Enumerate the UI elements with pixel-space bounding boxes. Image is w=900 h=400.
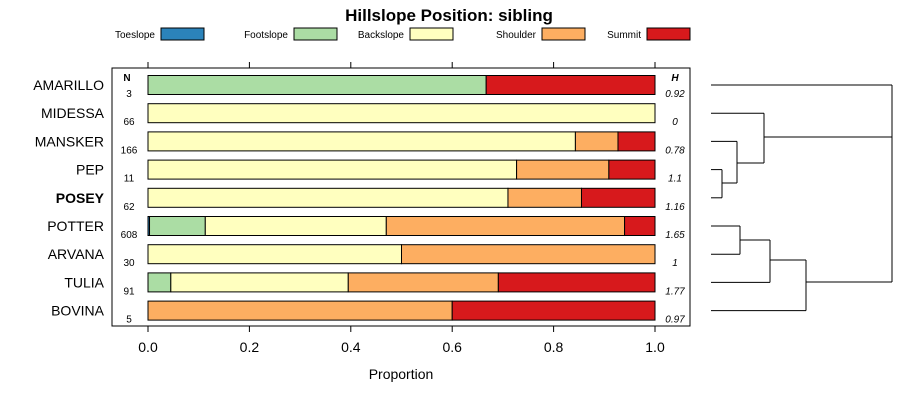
bar-segment (574, 131, 619, 152)
legend-swatch (646, 27, 691, 41)
x-tick-label: 0.8 (544, 339, 564, 355)
legend-swatch (293, 27, 338, 41)
bar-segment (401, 244, 656, 265)
category-label: POSEY (56, 190, 105, 206)
bar-segment (147, 131, 576, 152)
legend-swatch (541, 27, 586, 41)
bar-segment (385, 216, 626, 236)
x-axis-label: Proportion (369, 366, 434, 382)
bar-segment (516, 159, 610, 180)
x-tick-label: 0.6 (442, 339, 462, 355)
bar-segment (149, 216, 206, 236)
legend-label: Shoulder (496, 30, 537, 41)
x-tick-label: 0.2 (240, 339, 260, 355)
h-label: 0.92 (665, 89, 685, 100)
h-label: 1.65 (665, 230, 685, 241)
h-label: 1.1 (668, 174, 682, 185)
dendrogram (711, 84, 893, 312)
h-label: 0.78 (665, 145, 685, 156)
bar-segment (451, 300, 656, 321)
category-label: TULIA (64, 274, 104, 290)
category-label: PEP (76, 162, 104, 178)
n-label: 608 (121, 230, 138, 241)
legend-swatch (160, 27, 205, 41)
h-label: 1 (672, 258, 678, 269)
legend: Toeslope Footslope Backslope Shoulder Summit (115, 27, 691, 41)
h-label: 0 (672, 117, 678, 128)
bar-segment (617, 131, 656, 152)
bar-segment (147, 159, 518, 180)
bar-segment (580, 187, 656, 208)
n-label: 3 (126, 89, 132, 100)
category-label: ARVANA (48, 246, 105, 262)
legend-label: Backslope (358, 30, 405, 41)
bar-segment (497, 272, 656, 293)
x-axis: 0.0 0.2 0.4 0.6 0.8 1.0 (138, 62, 665, 355)
plot-panel (111, 67, 691, 327)
bar-segment (624, 216, 656, 236)
n-label: 5 (126, 315, 132, 326)
n-header: N (123, 73, 130, 84)
legend-label: Summit (607, 30, 641, 41)
category-label: MANSKER (35, 133, 104, 149)
x-tick-label: 0.0 (138, 339, 158, 355)
legend-label: Footslope (244, 30, 288, 41)
bar-segment (204, 216, 387, 236)
bar-segment (347, 272, 499, 293)
n-label: 62 (123, 202, 135, 213)
category-label: BOVINA (51, 303, 105, 319)
bar-segment (147, 187, 509, 208)
n-label: 166 (121, 145, 138, 156)
h-label: 1.16 (665, 202, 685, 213)
bar-segment (507, 187, 582, 208)
bars-group: AMARILLO 3 0.92 MIDESSA 66 0 MANSKER 166 0.78 PEP… (33, 75, 685, 326)
category-label: POTTER (47, 218, 104, 234)
bar-segment (147, 272, 172, 293)
h-label: 1.77 (665, 286, 685, 297)
bar-segment (147, 75, 487, 95)
n-label: 11 (124, 174, 135, 185)
legend-label: Toeslope (115, 30, 155, 41)
bar-segment (147, 300, 453, 321)
n-label: 66 (123, 117, 135, 128)
bar-segment (147, 244, 402, 265)
n-label: 91 (123, 286, 135, 297)
n-label: 30 (123, 258, 135, 269)
bar-segment (170, 272, 349, 293)
x-tick-label: 0.4 (341, 339, 361, 355)
category-label: AMARILLO (33, 77, 104, 93)
category-label: MIDESSA (41, 105, 105, 121)
bar-segment (147, 103, 656, 124)
h-label: 0.97 (665, 315, 685, 326)
bar-segment (485, 75, 656, 95)
chart-title: Hillslope Position: sibling (345, 6, 553, 25)
legend-swatch (409, 27, 454, 41)
h-header: H (671, 73, 679, 84)
x-tick-label: 1.0 (645, 339, 665, 355)
bar-segment (608, 159, 656, 180)
